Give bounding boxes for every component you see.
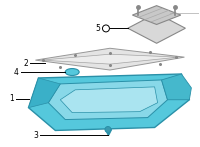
Circle shape bbox=[105, 127, 111, 132]
Polygon shape bbox=[132, 6, 181, 24]
Text: 5: 5 bbox=[95, 24, 100, 33]
Polygon shape bbox=[60, 87, 158, 113]
Polygon shape bbox=[29, 78, 60, 108]
Text: 4: 4 bbox=[14, 67, 19, 77]
Ellipse shape bbox=[65, 69, 79, 75]
Text: 1: 1 bbox=[9, 94, 14, 103]
Polygon shape bbox=[162, 74, 191, 100]
Polygon shape bbox=[41, 54, 178, 64]
Polygon shape bbox=[29, 74, 189, 130]
Polygon shape bbox=[48, 80, 168, 120]
Text: 3: 3 bbox=[34, 131, 38, 140]
Text: 2: 2 bbox=[24, 59, 29, 68]
Polygon shape bbox=[128, 13, 185, 43]
Polygon shape bbox=[35, 48, 184, 70]
